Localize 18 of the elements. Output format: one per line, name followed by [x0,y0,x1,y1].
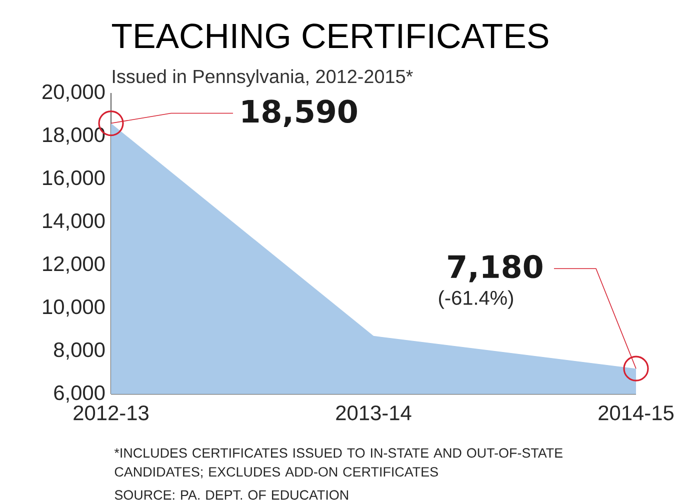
y-tick-label: 16,000 [43,170,105,188]
annotation: 7,180 [448,254,542,282]
y-tick-label: 20,000 [42,84,105,102]
source-note: SOURCE: PA. DEPT. OF EDUCATION [114,490,348,500]
chart-title: TEACHING CERTIFICATES [112,24,548,48]
text: *INCLUDES CERTIFICATES ISSUED TO IN-STATE AND OUT-OF-STATE CANDIDATES; EXCLUDES ADD-ON CERTIFICATES [114,448,562,478]
x-tick-label: 2013-14 [336,406,412,420]
y-tick-label: 10,000 [43,299,105,317]
y-tick-label: 8,000 [54,342,105,360]
x-tick-label: 2014-15 [598,406,674,420]
y-tick-label: 6,000 [54,385,105,403]
annotation: 18,590 [242,100,357,127]
annotation: (-61.4%) [439,290,513,309]
y-tick-label: 14,000 [43,213,105,231]
y-tick-label: 12,000 [43,256,105,274]
x-tick-label: 2012-13 [74,406,148,420]
chart-subtitle: Issued in Pennsylvania, 2012-2015* [112,69,413,87]
y-tick-label: 18,000 [43,127,105,145]
